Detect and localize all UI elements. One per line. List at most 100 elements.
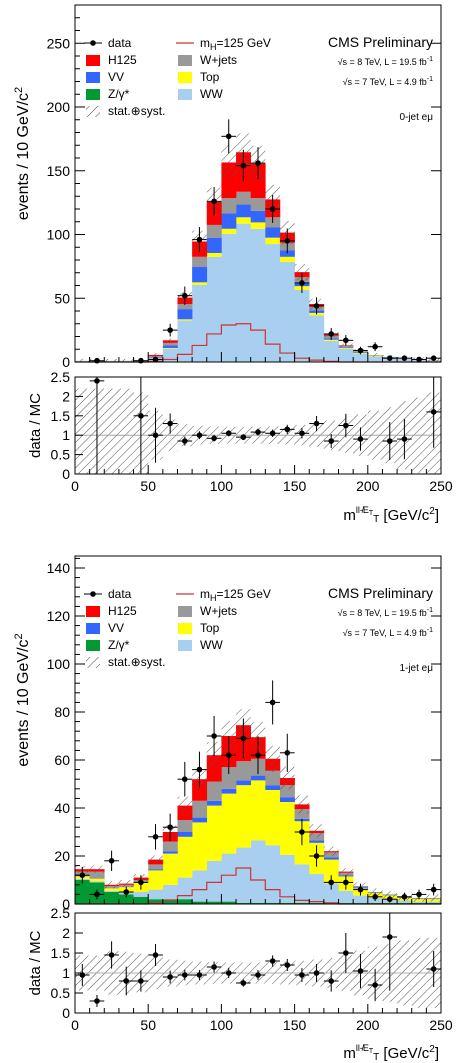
p1-legend-z: Z/γ* [108,638,130,652]
p0-rytick-label-1: 0.5 [51,447,71,463]
p1-bar-1-13 [265,845,281,903]
p1-data-point-14 [284,750,291,756]
p0-category-label: 0-jet eμ [399,112,433,123]
p1-bar-1-14 [279,854,295,903]
p0-bar-1-14 [279,261,295,362]
p1-legend-h125-swatch [86,606,100,617]
p0-xlabel-part-0: m [343,507,356,524]
p1-syst-20 [367,888,383,896]
p0-bar-1-13 [265,244,281,362]
p1-rytick-label-2: 1 [62,965,70,981]
p1-ratio-point-10 [225,970,232,976]
p1-bar-0-4 [133,896,149,904]
p1-bar-3-9 [206,800,222,806]
p1-data-point-12 [255,752,261,758]
p0-bar-3-13 [265,227,281,238]
p1-legend-syst: stat.⊕syst. [108,655,165,669]
p1-ratio-point-9 [211,964,217,970]
p1-ratio-point-5 [152,952,159,958]
p0-rytick-label-3: 1.5 [51,408,71,424]
p0-lumi7-sup: -1 [427,76,433,83]
p0-legend-ww: WW [200,87,223,101]
p1-legend-data: data [108,587,132,601]
p0-ratio-frame [74,376,442,475]
p1-ratio-point-19 [357,968,364,974]
p0-ylabel: events / 10 GeV/c2 [13,87,32,220]
p0-ratio-point-4 [138,413,144,419]
p1-bar-3-17 [323,857,339,860]
p0-data-point-19 [357,347,364,354]
p1-bar-0-5 [148,899,164,904]
p1-ratio-point-14 [284,962,291,968]
p1-ratio-frame [74,912,442,1014]
p0-xtick-label-3: 150 [283,478,307,494]
p1-xtick-label-1: 50 [140,1017,156,1033]
p1-bar-2-13 [265,790,281,846]
p0-bar-2-7 [177,319,193,321]
p0-bar-3-7 [177,309,193,320]
p0-bar-3-6 [162,345,178,348]
p1-bar-0-10 [221,901,237,904]
p1-data-point-6 [167,824,173,830]
p0-ylabel-text: events / 10 GeV/c [15,93,32,220]
p1-bar-1-6 [162,884,178,900]
p0-lumi8-text: √s = 8 TeV, L = 19.5 fb [338,57,427,67]
p0-ytick-label-5: 250 [47,35,71,51]
p0-data-point-21 [386,355,393,361]
p1-syst-16 [309,824,324,838]
p0-legend-syst-swatch [86,106,100,117]
p0-legend-syst: stat.⊕syst. [108,104,165,118]
p1-ytick-label-4: 80 [54,704,70,720]
p1-bar-4-5 [148,864,164,870]
p0-ytick-label-2: 100 [47,227,71,243]
p1-syst-24 [426,894,441,902]
p1-data-point-7 [182,776,188,782]
p1-syst-18 [338,868,354,876]
p1-bar-0-17 [323,902,339,904]
p1-xlabel-part-6: ] [435,1045,439,1062]
p0-xtick-label-0: 0 [71,478,79,494]
p1-ratio-point-24 [430,966,437,972]
p1-bar-0-2 [104,892,120,904]
p1-bar-2-9 [206,805,222,861]
p1-bar-2-8 [192,822,208,871]
p1-ratio-point-1 [94,998,100,1004]
p0-syst-20 [367,353,383,357]
p1-ratio-point-18 [343,950,349,956]
p1-ratio-point-20 [372,982,378,988]
p0-legend-wjets: W+jets [200,53,237,67]
p0-xlabel-part-4: [GeV/c [379,507,430,524]
p1-xtick-label-0: 0 [71,1017,79,1033]
p0-data-point-6 [167,327,173,333]
p0-data-point-7 [182,292,188,299]
p1-bar-1-8 [192,870,208,902]
p1-xlabel: mll-̸ETT [GeV/c2] [343,1043,439,1063]
p1-syst-1 [89,865,105,873]
p0-legend-data-marker [90,40,96,46]
p1-ratio-point-3 [123,978,130,984]
p0-bar-1-10 [221,233,237,362]
p0-bar-1-15 [294,289,310,362]
p1-data-point-9 [211,733,217,739]
p1-bar-1-5 [148,889,164,900]
p0-legend-z-swatch [86,89,100,100]
p1-bar-3-13 [265,785,281,790]
p1-bar-4-6 [162,841,178,852]
p1-lumi8: √s = 8 TeV, L = 19.5 fb-1 [338,607,434,618]
p0-ratio-point-24 [430,409,437,415]
p1-bar-3-8 [192,817,208,823]
p0-bar-4-7 [177,303,193,310]
p0-bar-4-12 [250,198,266,211]
p0-ratio-point-6 [167,420,173,427]
p0-ratio-point-8 [196,432,203,439]
p1-xlabel-part-5: 2 [429,1044,435,1055]
p1-lumi8-sup: -1 [427,607,433,614]
p1-data-point-5 [152,834,159,840]
p1-data-point-13 [269,699,276,706]
p0-ytick-label-4: 200 [47,99,71,115]
p0-ratio-band-3 [118,388,134,474]
p0-syst-3 [118,358,134,362]
p0-rytick-label-2: 1 [62,427,70,443]
